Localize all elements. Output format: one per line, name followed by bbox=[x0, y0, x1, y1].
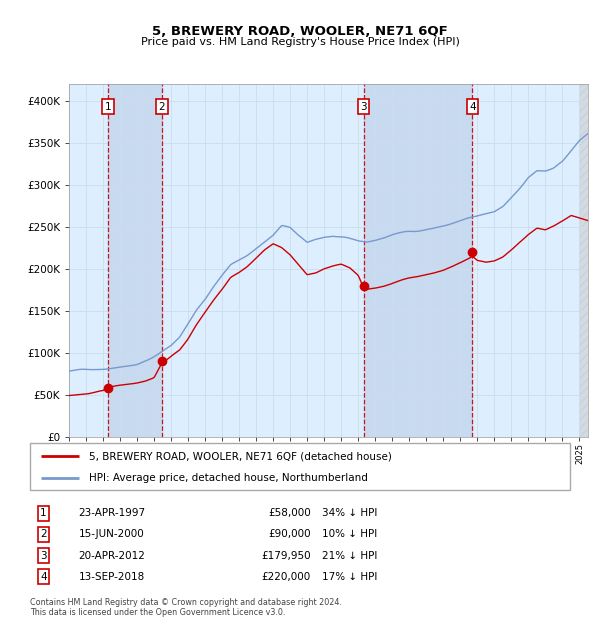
Bar bbox=[580, 84, 588, 437]
Text: Price paid vs. HM Land Registry's House Price Index (HPI): Price paid vs. HM Land Registry's House … bbox=[140, 37, 460, 47]
Text: 4: 4 bbox=[469, 102, 476, 112]
Text: 13-SEP-2018: 13-SEP-2018 bbox=[79, 572, 145, 582]
Text: 10% ↓ HPI: 10% ↓ HPI bbox=[322, 529, 377, 539]
Bar bbox=[109, 84, 162, 437]
Text: £179,950: £179,950 bbox=[261, 551, 311, 560]
Text: 17% ↓ HPI: 17% ↓ HPI bbox=[322, 572, 377, 582]
Text: 20-APR-2012: 20-APR-2012 bbox=[79, 551, 145, 560]
Text: £58,000: £58,000 bbox=[268, 508, 311, 518]
Text: 3: 3 bbox=[40, 551, 47, 560]
Text: 21% ↓ HPI: 21% ↓ HPI bbox=[322, 551, 377, 560]
Text: £90,000: £90,000 bbox=[268, 529, 311, 539]
Text: Contains HM Land Registry data © Crown copyright and database right 2024.: Contains HM Land Registry data © Crown c… bbox=[30, 598, 342, 608]
Text: 3: 3 bbox=[360, 102, 367, 112]
Text: 2: 2 bbox=[40, 529, 47, 539]
Text: 1: 1 bbox=[105, 102, 112, 112]
Text: HPI: Average price, detached house, Northumberland: HPI: Average price, detached house, Nort… bbox=[89, 473, 368, 483]
Text: 15-JUN-2000: 15-JUN-2000 bbox=[79, 529, 145, 539]
Text: 1: 1 bbox=[40, 508, 47, 518]
Text: 23-APR-1997: 23-APR-1997 bbox=[79, 508, 146, 518]
Text: 34% ↓ HPI: 34% ↓ HPI bbox=[322, 508, 377, 518]
Text: 4: 4 bbox=[40, 572, 47, 582]
FancyBboxPatch shape bbox=[30, 443, 570, 490]
Text: This data is licensed under the Open Government Licence v3.0.: This data is licensed under the Open Gov… bbox=[30, 608, 286, 617]
Text: 2: 2 bbox=[158, 102, 165, 112]
Bar bbox=[364, 84, 472, 437]
Text: 5, BREWERY ROAD, WOOLER, NE71 6QF: 5, BREWERY ROAD, WOOLER, NE71 6QF bbox=[152, 25, 448, 38]
Text: 5, BREWERY ROAD, WOOLER, NE71 6QF (detached house): 5, BREWERY ROAD, WOOLER, NE71 6QF (detac… bbox=[89, 451, 392, 461]
Text: £220,000: £220,000 bbox=[262, 572, 311, 582]
